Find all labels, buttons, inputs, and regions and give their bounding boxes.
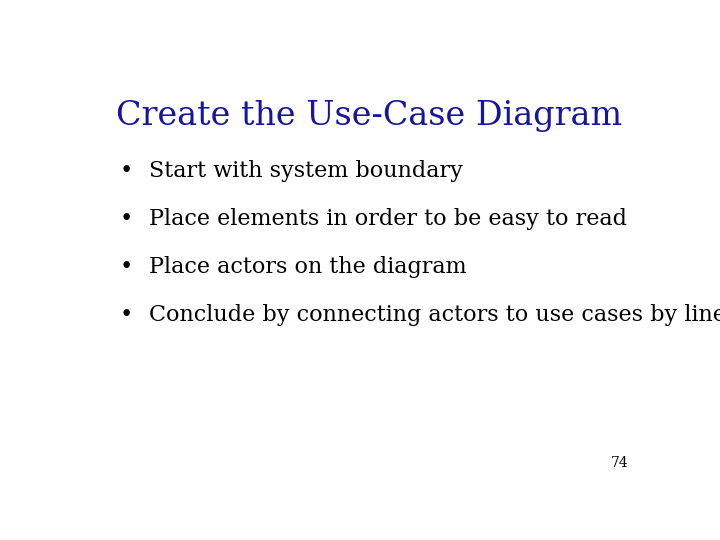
Text: •: •	[120, 160, 133, 183]
Text: Start with system boundary: Start with system boundary	[148, 160, 462, 183]
Text: •: •	[120, 208, 133, 230]
Text: •: •	[120, 304, 133, 326]
Text: Create the Use-Case Diagram: Create the Use-Case Diagram	[116, 100, 622, 132]
Text: Conclude by connecting actors to use cases by lines: Conclude by connecting actors to use cas…	[148, 304, 720, 326]
Text: •: •	[120, 256, 133, 278]
Text: Place actors on the diagram: Place actors on the diagram	[148, 256, 467, 278]
Text: Place elements in order to be easy to read: Place elements in order to be easy to re…	[148, 208, 626, 230]
Text: 74: 74	[611, 456, 629, 470]
